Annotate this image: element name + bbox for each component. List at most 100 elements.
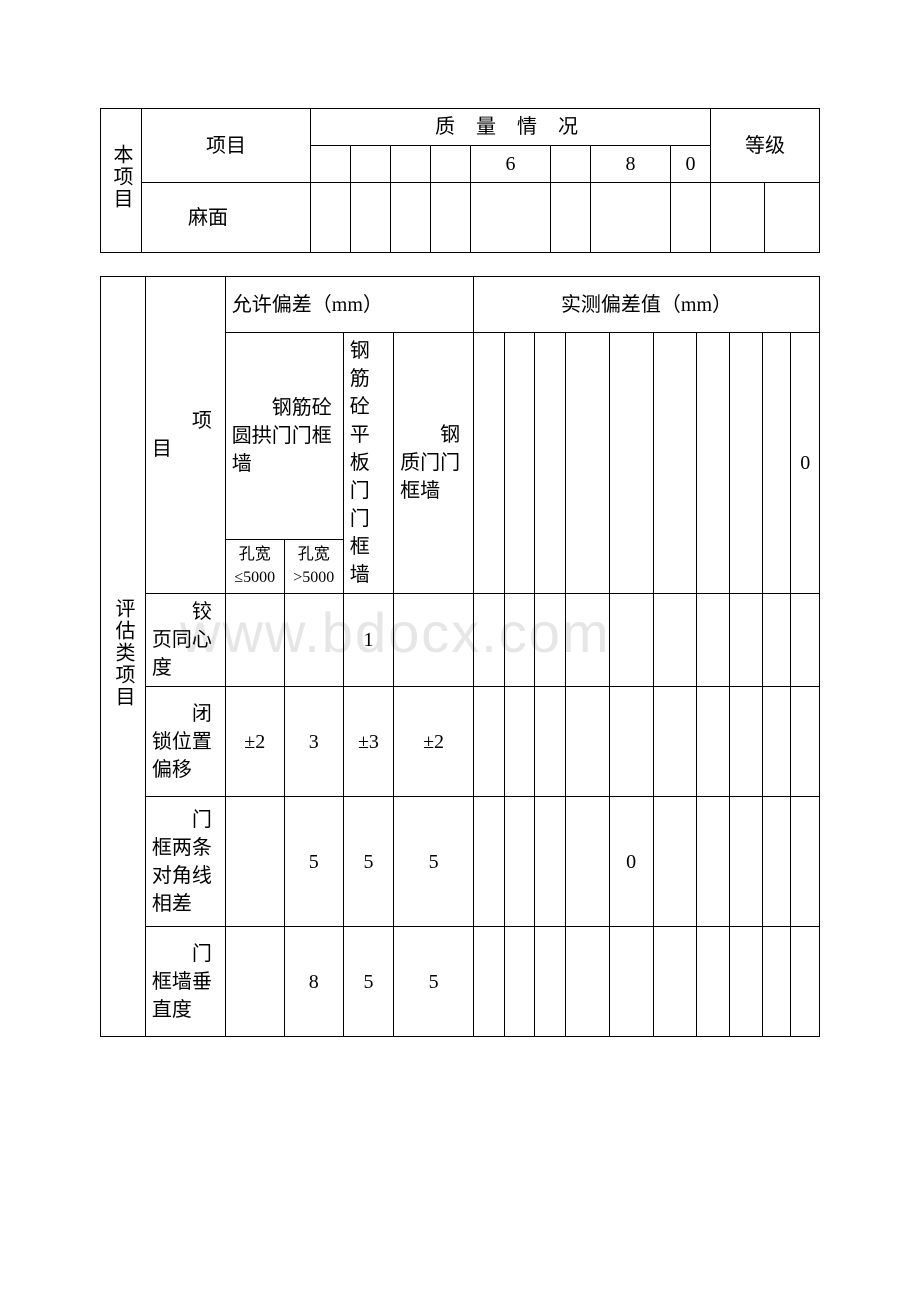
- r3-m5: [609, 687, 653, 797]
- r2-a2: [284, 594, 343, 687]
- tol-meas-8: [730, 333, 763, 594]
- row-jiaoyetongxin: 铰页同心度 1: [101, 594, 820, 687]
- row-bisuo: 闭锁位置偏移 ±2 3 ±3 ±2: [101, 687, 820, 797]
- r3-m8: [730, 687, 763, 797]
- row-mamian: 麻面: [101, 183, 820, 253]
- r2-a1: [225, 594, 284, 687]
- hdr-col-6: 6: [470, 146, 550, 183]
- hdr-col-0: 0: [670, 146, 710, 183]
- r4-a2: 5: [284, 797, 343, 927]
- r4-m6: [653, 797, 697, 927]
- r3-m7: [697, 687, 730, 797]
- side-label-eval: 评估类项目: [101, 277, 146, 1037]
- r5-m3: [535, 927, 566, 1037]
- tol-col-b: 钢筋砼平板门门框墙: [343, 333, 393, 594]
- r5-c: 5: [394, 927, 474, 1037]
- r3-m3: [535, 687, 566, 797]
- r3-m9: [762, 687, 790, 797]
- r2-m2: [504, 594, 535, 687]
- r4-m1: [474, 797, 505, 927]
- r5-m8: [730, 927, 763, 1037]
- r4-m4: [565, 797, 609, 927]
- r5-m6: [653, 927, 697, 1037]
- tol-measured-header: 实测偏差值（mm）: [474, 277, 820, 333]
- cell-mamian-1: [310, 183, 350, 253]
- r3-label: 闭锁位置偏移: [145, 687, 225, 797]
- tol-meas-2: [504, 333, 535, 594]
- r5-m0: [791, 927, 820, 1037]
- tol-meas-6: [653, 333, 697, 594]
- r3-m2: [504, 687, 535, 797]
- tol-project-label: 项目: [145, 277, 225, 594]
- r3-b: ±3: [343, 687, 393, 797]
- r5-m9: [762, 927, 790, 1037]
- cell-mamian-g2: [765, 183, 820, 253]
- cell-mamian-label: 麻面: [142, 183, 311, 253]
- r2-m5: [609, 594, 653, 687]
- tol-meas-5: [609, 333, 653, 594]
- tol-sub-a1: 孔宽≤5000: [225, 540, 284, 594]
- tol-header-row: 评估类项目 项目 允许偏差（mm） 实测偏差值（mm）: [101, 277, 820, 333]
- cell-mamian-7: [590, 183, 670, 253]
- r4-c: 5: [394, 797, 474, 927]
- hdr-col-5: [550, 146, 590, 183]
- r5-b: 5: [343, 927, 393, 1037]
- tol-meas-9: [762, 333, 790, 594]
- tol-col-c: 钢质门门框墙: [394, 333, 474, 594]
- r3-m6: [653, 687, 697, 797]
- r4-b: 5: [343, 797, 393, 927]
- header-project: 项目: [142, 109, 311, 183]
- r5-a1: [225, 927, 284, 1037]
- tol-meas-4: [565, 333, 609, 594]
- r5-m2: [504, 927, 535, 1037]
- r2-m8: [730, 594, 763, 687]
- main-table: 本项目 项目 质 量 情 况 等级 6 8 0 麻面: [100, 108, 820, 253]
- r4-a1: [225, 797, 284, 927]
- r2-m4: [565, 594, 609, 687]
- tol-meas-7: [697, 333, 730, 594]
- cell-mamian-g1: [710, 183, 765, 253]
- r2-label: 铰页同心度: [145, 594, 225, 687]
- r4-m0: [791, 797, 820, 927]
- hdr-col-1: [310, 146, 350, 183]
- tol-sub-a2: 孔宽>5000: [284, 540, 343, 594]
- r4-m3: [535, 797, 566, 927]
- cell-mamian-2: [350, 183, 390, 253]
- header-row-1: 本项目 项目 质 量 情 况 等级: [101, 109, 820, 146]
- r2-m0: [791, 594, 820, 687]
- r2-m1: [474, 594, 505, 687]
- tolerance-table: 评估类项目 项目 允许偏差（mm） 实测偏差值（mm） 钢筋砼圆拱门门框墙 钢筋…: [100, 276, 820, 1037]
- r5-m4: [565, 927, 609, 1037]
- hdr-col-4: [430, 146, 470, 183]
- r2-b: 1: [343, 594, 393, 687]
- cell-mamian-3: [390, 183, 430, 253]
- r4-m2: [504, 797, 535, 927]
- cell-mamian-4: [430, 183, 470, 253]
- r5-label: 门框墙垂直度: [145, 927, 225, 1037]
- tol-meas-3: [535, 333, 566, 594]
- tol-meas-1: [474, 333, 505, 594]
- r5-m7: [697, 927, 730, 1037]
- r4-m9: [762, 797, 790, 927]
- tol-col-a: 钢筋砼圆拱门门框墙: [225, 333, 343, 540]
- tol-allow-header: 允许偏差（mm）: [225, 277, 473, 333]
- r2-m6: [653, 594, 697, 687]
- cell-mamian-6: [550, 183, 590, 253]
- r2-m9: [762, 594, 790, 687]
- r3-m4: [565, 687, 609, 797]
- r5-a2: 8: [284, 927, 343, 1037]
- r3-c: ±2: [394, 687, 474, 797]
- header-grade: 等级: [710, 109, 819, 183]
- side-label-basic: 本项目: [101, 109, 142, 253]
- r4-label: 门框两条对角线相差: [145, 797, 225, 927]
- r4-m8: [730, 797, 763, 927]
- hdr-col-3: [390, 146, 430, 183]
- r3-m0: [791, 687, 820, 797]
- r2-m7: [697, 594, 730, 687]
- cell-mamian-8: [670, 183, 710, 253]
- r5-m1: [474, 927, 505, 1037]
- r3-a1: ±2: [225, 687, 284, 797]
- r3-m1: [474, 687, 505, 797]
- r5-m5: [609, 927, 653, 1037]
- r2-m3: [535, 594, 566, 687]
